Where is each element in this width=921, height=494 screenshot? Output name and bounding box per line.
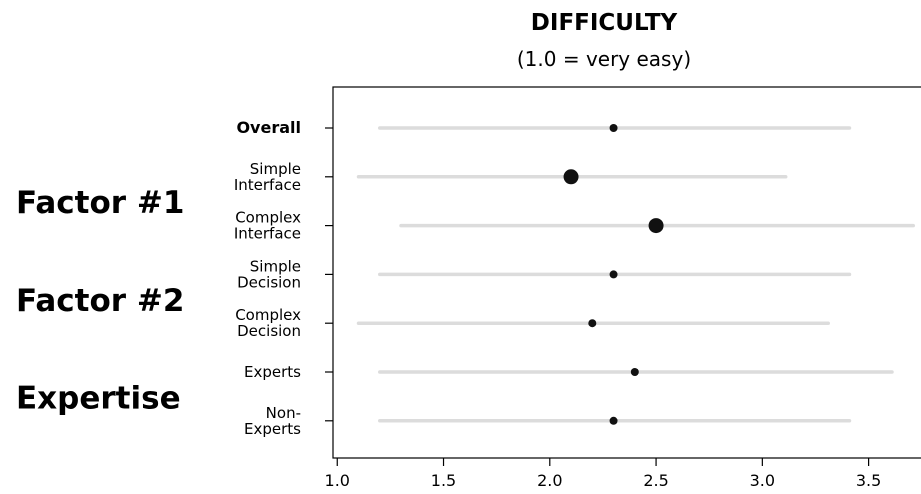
- data-point: [609, 124, 618, 132]
- y-axis-label: Complex: [235, 209, 301, 227]
- data-point: [609, 270, 618, 279]
- group-label: Factor #1: [16, 185, 184, 221]
- x-tick-label: 3.0: [750, 471, 775, 490]
- y-axis-label: Interface: [234, 225, 301, 243]
- y-axis-label: Simple: [250, 160, 301, 178]
- y-axis-label: Interface: [234, 176, 301, 194]
- range-lines: [356, 126, 915, 423]
- data-point: [609, 416, 618, 425]
- y-axis-label: Decision: [237, 322, 301, 340]
- y-axis-label: Experts: [244, 420, 301, 438]
- data-point: [588, 319, 597, 328]
- y-axis-ticks: [325, 127, 333, 422]
- group-label: Factor #2: [16, 283, 184, 319]
- y-axis-label: Simple: [250, 257, 301, 275]
- y-axis-label: Non-: [266, 404, 301, 422]
- data-points: [563, 124, 664, 425]
- x-tick-label: 2.5: [643, 471, 668, 490]
- chart-subtitle: (1.0 = very easy): [517, 47, 691, 71]
- x-tick-label: 2.0: [537, 471, 562, 490]
- group-label: Expertise: [16, 380, 181, 416]
- data-point: [648, 218, 664, 234]
- x-tick-label: 3.5: [856, 471, 881, 490]
- x-tick-label: 1.5: [431, 471, 456, 490]
- y-axis-labels: OverallSimpleInterfaceComplexInterfaceSi…: [234, 118, 301, 438]
- y-axis-label: Complex: [235, 306, 301, 324]
- x-tick-label: 1.0: [325, 471, 350, 490]
- group-labels: Factor #1 Factor #2 Expertise: [16, 185, 184, 416]
- y-axis-label: Overall: [236, 118, 301, 137]
- chart-title: DIFFICULTY: [531, 10, 678, 36]
- data-point: [563, 169, 579, 185]
- plot-frame: [332, 86, 921, 459]
- y-axis-label: Experts: [244, 363, 301, 381]
- x-axis: 1.0 1.5 2.0 2.5 3.0 3.5: [325, 458, 881, 490]
- y-axis-label: Decision: [237, 273, 301, 291]
- data-point: [630, 368, 639, 376]
